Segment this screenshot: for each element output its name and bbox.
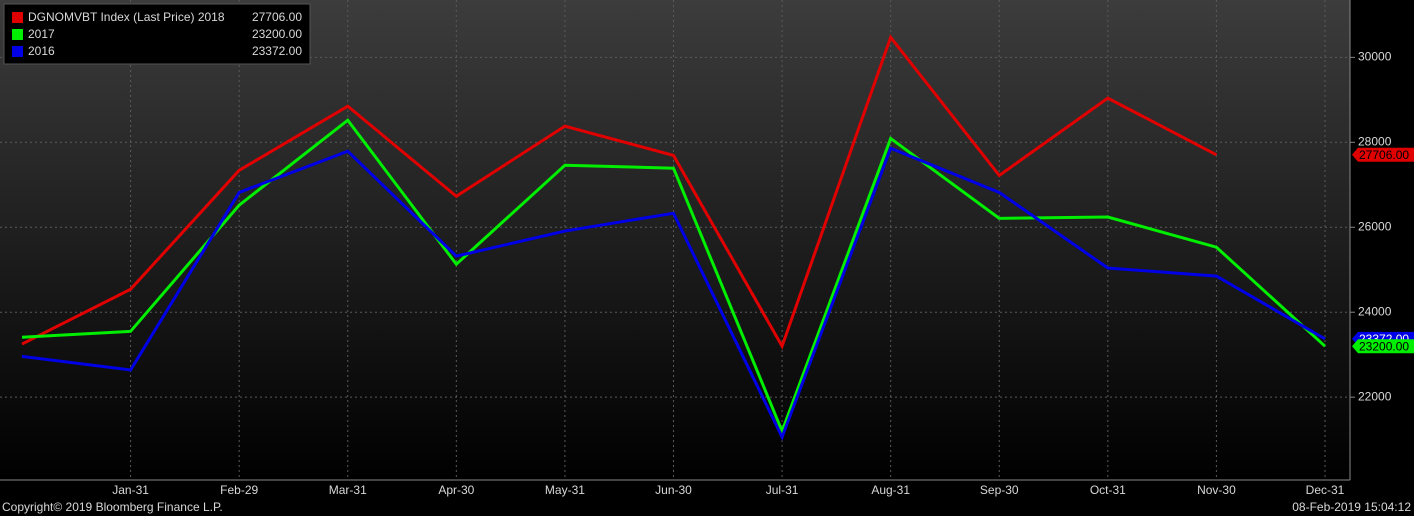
- timestamp: 08-Feb-2019 15:04:12: [1292, 500, 1411, 514]
- series-line: [21, 34, 1218, 350]
- legend-label: 2017: [28, 27, 55, 41]
- legend-swatch: [12, 46, 23, 57]
- x-tick-label: Jun-30: [655, 483, 692, 497]
- series-line: [21, 146, 1326, 441]
- value-tag: [1352, 339, 1414, 354]
- x-tick-label: Sep-30: [980, 483, 1019, 497]
- x-tick-label: Apr-30: [438, 483, 474, 497]
- legend-swatch: [12, 12, 23, 23]
- plot-area: [0, 0, 1350, 480]
- x-tick-label: Mar-31: [329, 483, 367, 497]
- series-line: [21, 118, 1327, 436]
- legend-value: 27706.00: [252, 10, 302, 24]
- x-tick-label: Oct-31: [1090, 483, 1126, 497]
- legend-value: 23200.00: [252, 27, 302, 41]
- y-tick-label: 30000: [1358, 50, 1392, 64]
- x-tick-label: Jan-31: [112, 483, 149, 497]
- x-tick-label: Jul-31: [766, 483, 799, 497]
- y-tick-label: 22000: [1358, 389, 1392, 403]
- x-tick-label: Nov-30: [1197, 483, 1236, 497]
- value-tag-label: 23200.00: [1359, 339, 1409, 353]
- legend-value: 23372.00: [252, 44, 302, 58]
- legend-swatch: [12, 29, 23, 40]
- y-tick-label: 26000: [1358, 219, 1392, 233]
- copyright: Copyright© 2019 Bloomberg Finance L.P.: [2, 500, 223, 514]
- grid: [0, 0, 1355, 480]
- x-tick-label: Aug-31: [871, 483, 910, 497]
- x-tick-label: May-31: [545, 483, 585, 497]
- legend-box: [3, 3, 311, 65]
- value-tag-label: 27706.00: [1359, 148, 1409, 162]
- y-tick-label: 24000: [1358, 304, 1392, 318]
- legend-label: 2016: [28, 44, 55, 58]
- lines: [21, 34, 1327, 441]
- legend-label: DGNOMVBT Index (Last Price) 2018: [28, 10, 225, 24]
- x-tick-label: Dec-31: [1306, 483, 1345, 497]
- x-tick-label: Feb-29: [220, 483, 258, 497]
- value-tag: [1352, 147, 1414, 162]
- legend: DGNOMVBT Index (Last Price) 2018 27706.00…: [3, 3, 311, 65]
- y-tick-label: 28000: [1358, 134, 1392, 148]
